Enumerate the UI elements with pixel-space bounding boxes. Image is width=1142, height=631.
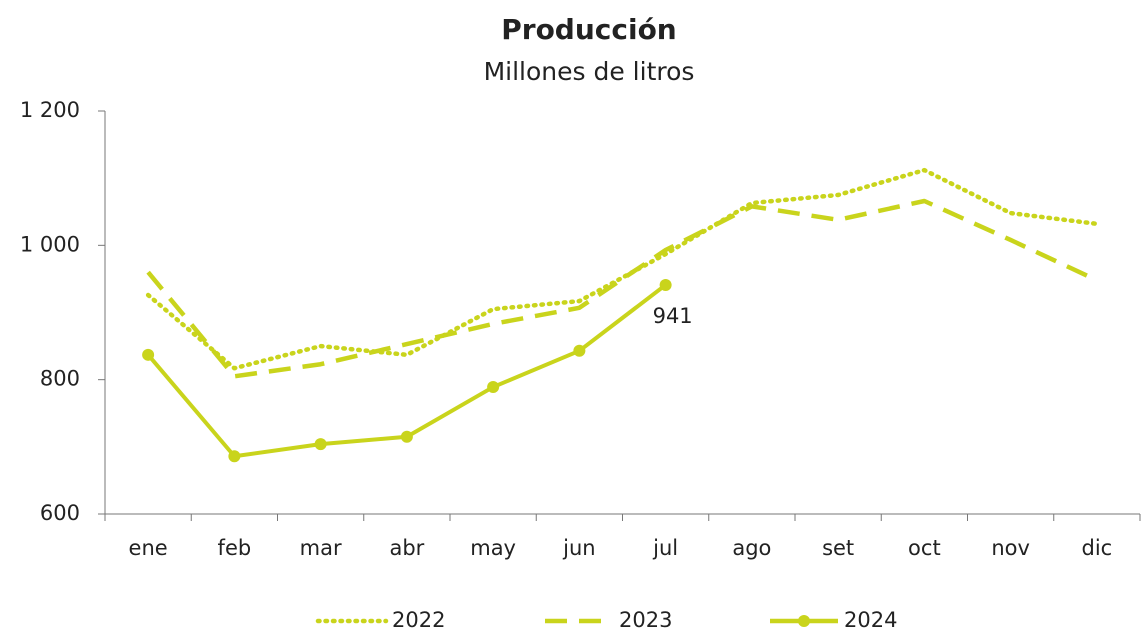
legend-label: 2024	[844, 608, 897, 631]
y-tick-label: 800	[40, 367, 80, 391]
series-line	[145, 167, 1100, 371]
chart-subtitle: Millones de litros	[484, 57, 695, 86]
x-tick-label: nov	[991, 536, 1030, 560]
x-tick-label: mar	[300, 536, 342, 560]
x-tick-label: ene	[129, 536, 168, 560]
y-tick-label: 1 200	[20, 98, 80, 122]
data-label: 941	[653, 304, 693, 328]
y-tick-label: 1 000	[20, 232, 80, 256]
x-tick-label: feb	[218, 536, 252, 560]
legend-label: 2022	[392, 608, 445, 631]
x-tick-label: jun	[562, 536, 595, 560]
y-tick-label: 600	[40, 501, 80, 525]
legend-marker	[798, 615, 810, 627]
x-tick-label: set	[822, 536, 854, 560]
x-tick-label: abr	[389, 536, 424, 560]
point	[314, 438, 327, 451]
x-tick-label: jul	[652, 536, 678, 560]
chart-title: Producción	[501, 13, 677, 46]
x-tick-label: may	[470, 536, 516, 560]
point	[659, 278, 672, 291]
series-line	[146, 283, 667, 459]
x-tick-label: oct	[908, 536, 941, 560]
series-line	[146, 198, 1098, 379]
point	[228, 450, 241, 463]
point	[573, 344, 586, 357]
point	[487, 381, 500, 394]
legend-label: 2023	[619, 608, 672, 631]
point	[400, 430, 413, 443]
point	[142, 348, 155, 361]
x-tick-label: dic	[1082, 536, 1113, 560]
x-tick-label: ago	[732, 536, 771, 560]
